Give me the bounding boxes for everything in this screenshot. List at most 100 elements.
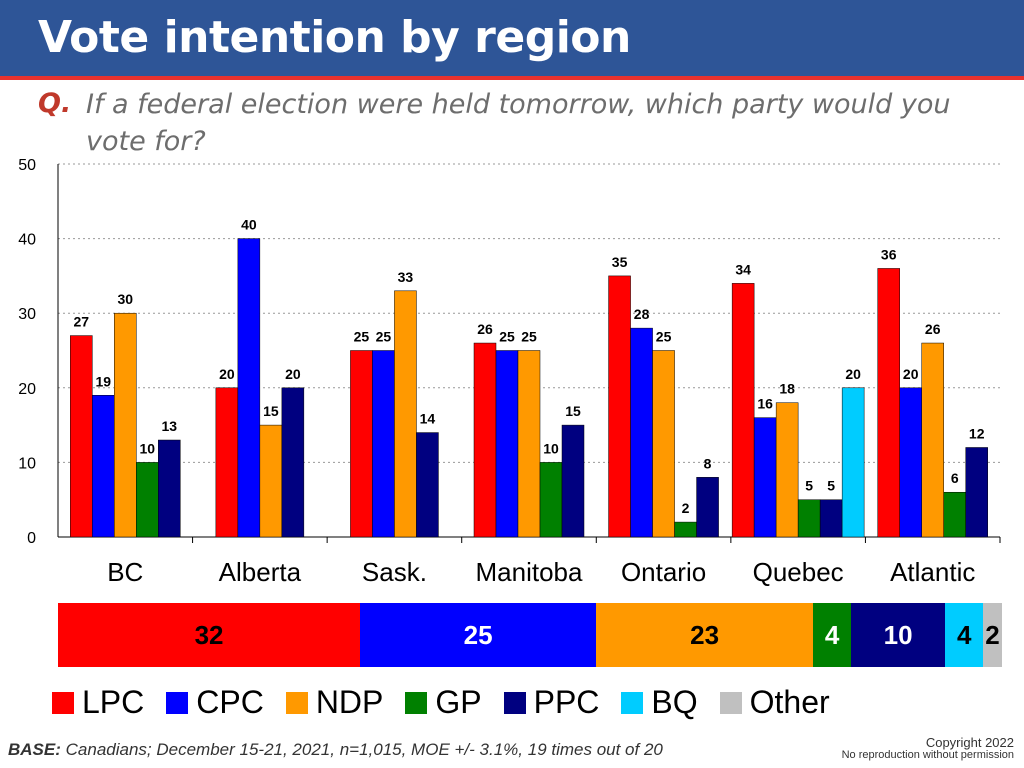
bar-chart: 010203040502719301013BC20401520Alberta25… <box>18 157 1001 587</box>
bar-cpc <box>495 350 519 538</box>
data-label: 25 <box>376 329 392 345</box>
data-label: 25 <box>656 329 672 345</box>
bar-ndp <box>517 350 541 538</box>
bar-ppc <box>819 499 843 538</box>
bar-cpc <box>630 327 653 538</box>
y-tick-label: 50 <box>18 157 36 174</box>
data-label: 5 <box>827 478 835 494</box>
data-label: 16 <box>757 396 773 412</box>
bar-gp <box>943 491 966 538</box>
legend-label: CPC <box>196 684 264 720</box>
header-rule <box>0 76 1024 80</box>
data-label: 15 <box>565 403 581 419</box>
bar-ppc <box>158 439 181 538</box>
data-label: 19 <box>95 373 111 389</box>
category-label: Ontario <box>621 557 706 587</box>
y-tick-label: 0 <box>27 530 36 547</box>
legend-label: PPC <box>533 684 600 720</box>
bar-ppc <box>416 432 439 538</box>
bar-ppc <box>281 387 305 538</box>
data-label: 15 <box>263 403 279 419</box>
data-label: 30 <box>117 291 133 307</box>
bar-ndp <box>775 402 799 538</box>
data-label: 20 <box>903 366 919 382</box>
overall-stacked-bar: 32 25 23 4 10 4 2 <box>58 603 1002 667</box>
bar-lpc <box>215 387 239 538</box>
legend-swatch <box>621 691 644 714</box>
data-label: 36 <box>881 246 897 262</box>
data-label: 26 <box>925 321 941 337</box>
data-label: 20 <box>219 366 235 382</box>
legend-swatch <box>166 691 189 714</box>
data-label: 10 <box>543 440 559 456</box>
data-label: 33 <box>398 269 414 285</box>
bar-ndp <box>652 350 675 538</box>
category-label: Manitoba <box>476 557 583 587</box>
bar-cpc <box>372 350 395 538</box>
question-marker: Q. <box>38 88 72 119</box>
data-label: 25 <box>354 329 370 345</box>
bar-lpc <box>731 283 755 538</box>
legend-item-other: Other <box>719 684 830 721</box>
base-label: BASE: <box>8 740 61 759</box>
legend-item-ndp: NDP <box>285 684 383 721</box>
bar-lpc <box>473 342 497 538</box>
data-label: 14 <box>420 411 436 427</box>
y-tick-label: 40 <box>18 232 36 249</box>
bar-cpc <box>753 417 777 538</box>
category-label: Sask. <box>362 557 427 587</box>
bar-cpc <box>237 238 261 538</box>
data-label: 2 <box>682 500 690 516</box>
category-label: Quebec <box>753 557 844 587</box>
header-bar <box>0 0 1024 76</box>
bar-ndp <box>259 424 283 538</box>
stack-segment-cpc: 25 <box>360 603 597 667</box>
stack-segment-ndp: 23 <box>596 603 814 667</box>
bar-ndp <box>394 290 417 538</box>
legend-swatch <box>52 691 74 714</box>
data-label: 20 <box>845 366 861 382</box>
data-label: 13 <box>161 418 177 434</box>
legend-label: GP <box>435 684 482 720</box>
data-label: 5 <box>805 478 813 494</box>
bar-lpc <box>608 275 631 538</box>
data-label: 6 <box>951 470 959 486</box>
y-tick-label: 10 <box>18 455 36 472</box>
copyright: Copyright 2022 No reproduction without p… <box>842 736 1014 762</box>
legend-swatch <box>719 691 742 714</box>
stack-segment-bq: 4 <box>945 603 984 667</box>
data-label: 10 <box>139 440 155 456</box>
bar-gp <box>539 462 563 538</box>
bar-gp <box>674 521 697 538</box>
data-label: 20 <box>285 366 301 382</box>
data-label: 27 <box>73 314 89 330</box>
legend-item-gp: GP <box>405 684 482 721</box>
bar-ppc <box>965 447 988 538</box>
legend-item-cpc: CPC <box>166 684 264 721</box>
bar-lpc <box>350 350 373 538</box>
bar-ppc <box>561 424 585 538</box>
data-label: 26 <box>477 321 493 337</box>
base-text: Canadians; December 15-21, 2021, n=1,015… <box>60 740 663 759</box>
page-title: Vote intention by region <box>38 12 631 63</box>
data-label: 12 <box>969 425 985 441</box>
bar-ppc <box>696 477 719 538</box>
category-label: Atlantic <box>890 557 975 587</box>
stack-segment-gp: 4 <box>813 603 851 667</box>
legend: LPC CPC NDP GP PPC BQ Other <box>52 684 852 721</box>
bar-lpc <box>70 335 93 538</box>
legend-label: LPC <box>82 684 145 720</box>
bar-bq <box>841 387 865 538</box>
bar-cpc <box>899 387 922 538</box>
data-label: 28 <box>634 306 650 322</box>
legend-swatch <box>503 691 526 714</box>
bar-ndp <box>921 342 944 538</box>
category-label: Alberta <box>219 557 302 587</box>
legend-swatch <box>405 691 428 714</box>
data-label: 25 <box>499 329 515 345</box>
data-label: 8 <box>704 455 712 471</box>
stack-segment-other: 2 <box>983 603 1002 667</box>
data-label: 34 <box>735 261 751 277</box>
base-note: BASE: Canadians; December 15-21, 2021, n… <box>8 740 663 760</box>
bar-lpc <box>877 268 900 538</box>
